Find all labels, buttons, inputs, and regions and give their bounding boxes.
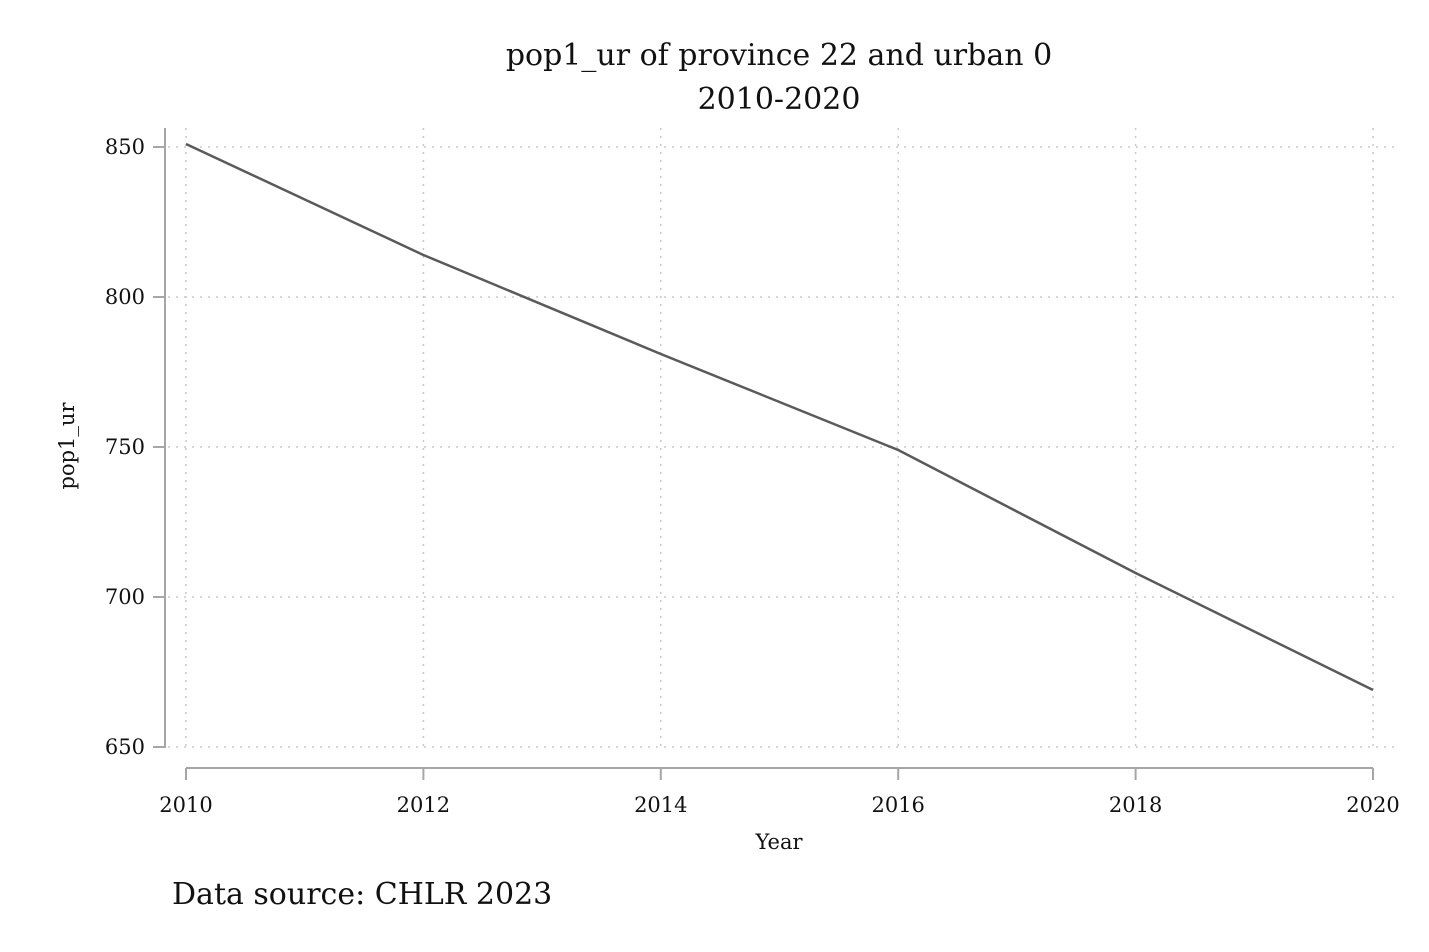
y-tick-label: 850	[105, 135, 145, 159]
data-source-note: Data source: CHLR 2023	[172, 877, 552, 912]
axes	[153, 128, 1374, 780]
tick-labels: 650 700 750 800 850 2010 2012 2014 2016 2018 2020	[105, 135, 1400, 817]
x-axis-label: Year	[754, 830, 803, 854]
y-tick-label: 750	[105, 435, 145, 459]
x-tick-label: 2012	[397, 793, 450, 817]
y-tick-label: 650	[105, 735, 145, 759]
chart-title: pop1_ur of province 22 and urban 0	[506, 38, 1052, 73]
y-tick-label: 800	[105, 285, 145, 309]
y-tick-label: 700	[105, 585, 145, 609]
x-tick-label: 2010	[159, 793, 212, 817]
x-tick-label: 2016	[871, 793, 924, 817]
y-axis-label: pop1_ur	[55, 402, 79, 490]
series-lines	[185, 142, 1374, 692]
x-tick-label: 2020	[1346, 793, 1399, 817]
x-tick-label: 2014	[634, 793, 687, 817]
series-line-pop1_ur	[185, 142, 1374, 692]
chart-subtitle: 2010-2020	[698, 82, 861, 117]
x-tick-label: 2018	[1109, 793, 1162, 817]
